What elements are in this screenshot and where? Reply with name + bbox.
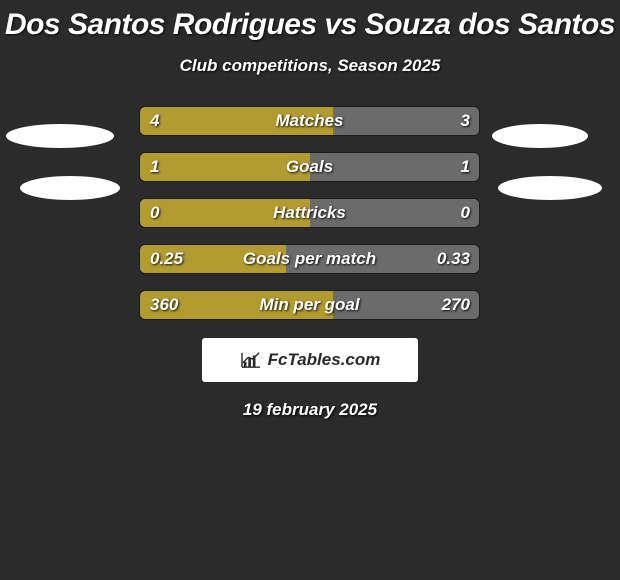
bar-left xyxy=(140,199,310,227)
bar-right xyxy=(286,245,479,273)
page-subtitle: Club competitions, Season 2025 xyxy=(0,56,620,76)
bar-track xyxy=(139,244,480,274)
bar-right xyxy=(310,199,480,227)
stat-row: Goals per match0.250.33 xyxy=(0,244,620,274)
bar-left xyxy=(140,153,310,181)
bar-left xyxy=(140,291,333,319)
date-label: 19 february 2025 xyxy=(0,400,620,420)
bar-right xyxy=(310,153,480,181)
bar-track xyxy=(139,152,480,182)
logo-box: FcTables.com xyxy=(202,338,418,382)
bar-left xyxy=(140,245,286,273)
decorative-ellipse xyxy=(492,124,588,148)
stat-row: Hattricks00 xyxy=(0,198,620,228)
decorative-ellipse xyxy=(6,124,114,148)
bar-track xyxy=(139,198,480,228)
bar-track xyxy=(139,106,480,136)
bar-left xyxy=(140,107,333,135)
stat-row: Min per goal360270 xyxy=(0,290,620,320)
page-title: Dos Santos Rodrigues vs Souza dos Santos xyxy=(0,0,620,42)
decorative-ellipse xyxy=(498,176,602,200)
chart-icon xyxy=(240,351,262,369)
bar-track xyxy=(139,290,480,320)
decorative-ellipse xyxy=(20,176,120,200)
bar-right xyxy=(333,291,479,319)
bar-right xyxy=(333,107,479,135)
logo-text: FcTables.com xyxy=(268,350,381,370)
